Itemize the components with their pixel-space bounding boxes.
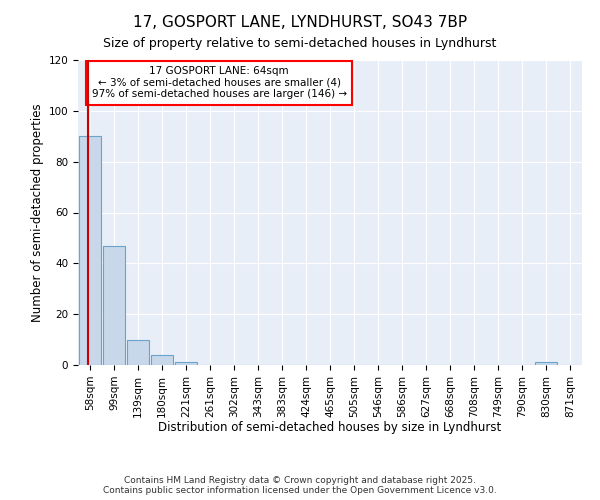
Bar	[127, 340, 149, 365]
Bar	[175, 362, 197, 365]
X-axis label: Distribution of semi-detached houses by size in Lyndhurst: Distribution of semi-detached houses by …	[158, 421, 502, 434]
Bar	[151, 355, 173, 365]
Text: Contains HM Land Registry data © Crown copyright and database right 2025.
Contai: Contains HM Land Registry data © Crown c…	[103, 476, 497, 495]
Y-axis label: Number of semi-detached properties: Number of semi-detached properties	[31, 103, 44, 322]
Bar	[79, 136, 101, 365]
Bar	[535, 362, 557, 365]
Text: 17, GOSPORT LANE, LYNDHURST, SO43 7BP: 17, GOSPORT LANE, LYNDHURST, SO43 7BP	[133, 15, 467, 30]
Text: Size of property relative to semi-detached houses in Lyndhurst: Size of property relative to semi-detach…	[103, 38, 497, 51]
Text: 17 GOSPORT LANE: 64sqm
← 3% of semi-detached houses are smaller (4)
97% of semi-: 17 GOSPORT LANE: 64sqm ← 3% of semi-deta…	[92, 66, 347, 100]
Bar	[103, 246, 125, 365]
